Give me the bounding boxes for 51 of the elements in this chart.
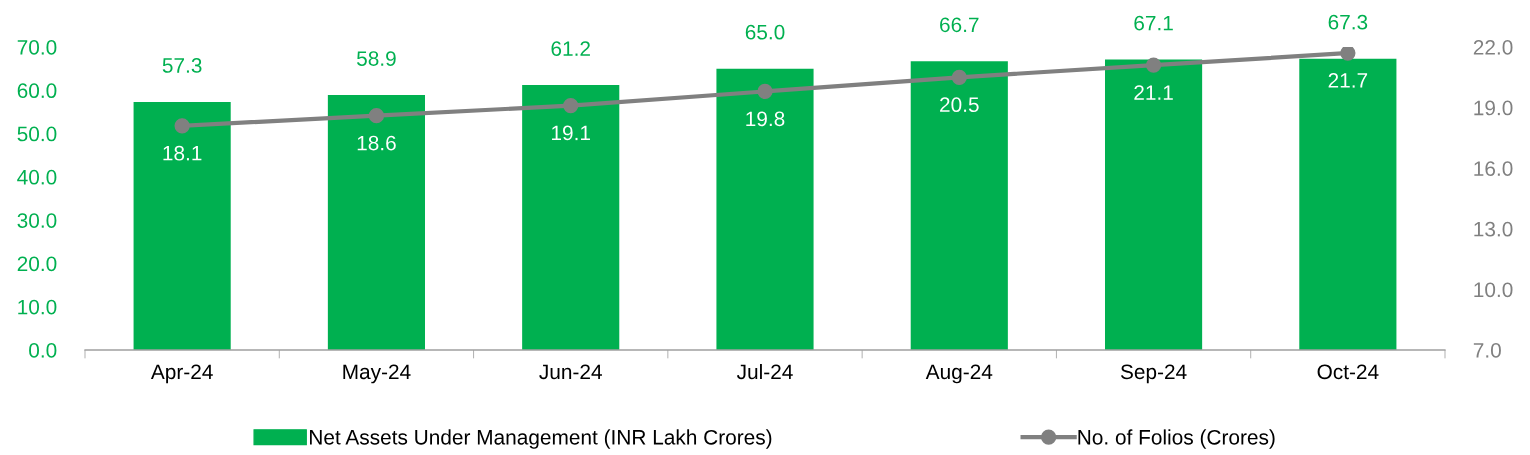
data-label: 21.7	[1328, 73, 1368, 88]
data-label: 18.1	[163, 145, 202, 161]
data-label: 67.1	[1134, 15, 1173, 31]
x-tick-label: Oct-24	[1317, 364, 1379, 380]
x-tick-label: May-24	[343, 364, 411, 384]
y2-tick-label: 22.0	[1473, 40, 1513, 55]
data-label: 20.5	[940, 97, 979, 113]
data-label: 19.8	[746, 111, 785, 127]
y-tick-label: 50.0	[17, 126, 57, 142]
point	[1340, 47, 1356, 61]
x-tick-label: Apr-24	[150, 364, 213, 384]
y-tick-label: 10.0	[18, 299, 57, 315]
bar	[716, 68, 814, 350]
data-label: 65.0	[745, 24, 785, 40]
data-label: 57.3	[162, 58, 202, 73]
y2-tick-label: 10.0	[1474, 282, 1513, 298]
bar	[1299, 58, 1397, 350]
bar	[327, 95, 425, 350]
point	[368, 108, 385, 124]
bar	[1105, 59, 1203, 350]
y2-tick-label: 13.0	[1474, 221, 1513, 237]
bar	[910, 61, 1008, 350]
data-label: 58.9	[356, 51, 396, 66]
x-tick-label: Jun-24	[539, 364, 602, 380]
y-tick-label: 0.0	[29, 343, 57, 358]
legend-label: Net Assets Under Management (INR Lakh Crores)	[310, 429, 772, 449]
data-label: 61.2	[551, 41, 590, 56]
point	[563, 97, 579, 114]
x-tick-label: Jul-24	[736, 363, 793, 380]
point	[174, 118, 190, 134]
bar	[133, 101, 231, 350]
y-tick-label: 30.0	[17, 213, 57, 228]
y2-tick-label: 16.0	[1474, 161, 1513, 176]
y-tick-label: 70.0	[17, 40, 57, 55]
data-label: 18.6	[357, 135, 396, 151]
x-tick-label: Sep-24	[1120, 364, 1187, 384]
point	[951, 69, 967, 85]
x-tick-label: Aug-24	[925, 364, 993, 384]
y-tick-label: 20.0	[17, 256, 57, 272]
data-label: 66.7	[940, 17, 979, 33]
y2-tick-label: 7.0	[1473, 343, 1501, 358]
data-label: 21.1	[1134, 85, 1173, 100]
y-tick-label: 60.0	[17, 83, 57, 99]
bar	[522, 85, 620, 350]
y2-tick-label: 19.0	[1474, 100, 1513, 116]
data-label: 19.1	[552, 125, 590, 141]
point	[757, 83, 773, 100]
y-tick-label: 40.0	[17, 169, 57, 185]
point	[1145, 57, 1162, 73]
legend-label: No. of Folios (Crores)	[1078, 429, 1275, 449]
data-label: 67.3	[1328, 14, 1368, 30]
